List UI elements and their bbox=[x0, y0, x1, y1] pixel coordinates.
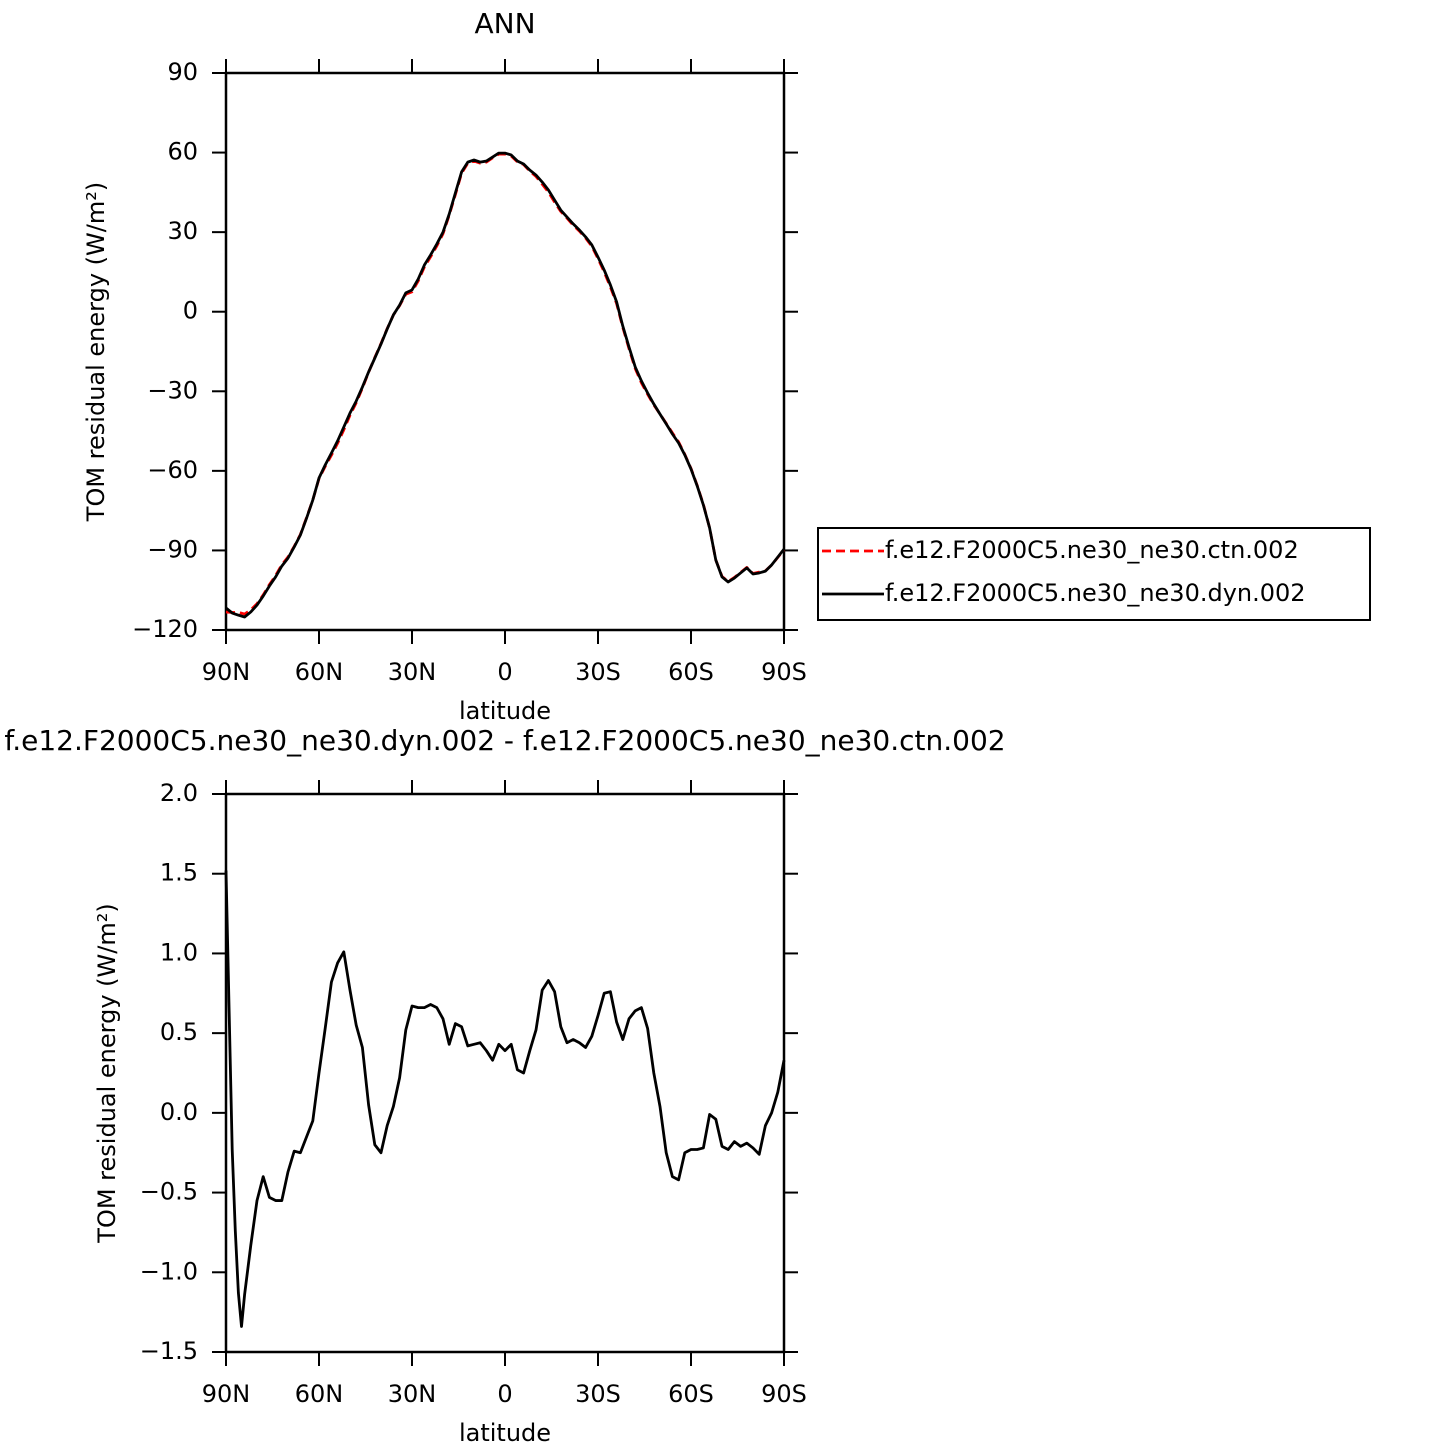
y-tick-label: 30 bbox=[167, 217, 198, 245]
y-tick-label: −1.5 bbox=[140, 1337, 198, 1365]
y-tick-label: 1.0 bbox=[160, 938, 198, 966]
x-tick-label: 60N bbox=[295, 1380, 344, 1408]
y-axis-label: TOM residual energy (W/m²) bbox=[82, 182, 110, 522]
y-tick-label: 0.0 bbox=[160, 1098, 198, 1126]
legend-box bbox=[817, 527, 1371, 621]
x-tick-label: 0 bbox=[497, 1380, 512, 1408]
x-tick-label: 90S bbox=[761, 1380, 807, 1408]
chart-title: ANN bbox=[474, 7, 535, 40]
x-tick-label: 90S bbox=[761, 658, 807, 686]
y-axis-label: TOM residual energy (W/m²) bbox=[93, 903, 121, 1243]
legend-label: f.e12.F2000C5.ne30_ne30.ctn.002 bbox=[885, 536, 1299, 564]
y-tick-label: 90 bbox=[167, 58, 198, 86]
y-tick-label: 2.0 bbox=[160, 779, 198, 807]
x-tick-label: 60S bbox=[668, 658, 714, 686]
y-tick-label: −0.5 bbox=[140, 1178, 198, 1206]
chart-title: f.e12.F2000C5.ne30_ne30.dyn.002 - f.e12.… bbox=[4, 724, 1005, 757]
data-line bbox=[225, 151, 786, 619]
y-tick-label: −1.0 bbox=[140, 1257, 198, 1285]
x-tick-label: 30S bbox=[575, 1380, 621, 1408]
x-tick-label: 30N bbox=[388, 658, 437, 686]
data-line bbox=[224, 870, 786, 1328]
data-line bbox=[225, 152, 786, 616]
x-tick-label: 30S bbox=[575, 658, 621, 686]
x-axis-label: latitude bbox=[459, 697, 551, 725]
x-tick-label: 60N bbox=[295, 658, 344, 686]
plot-frame bbox=[224, 71, 786, 632]
y-tick-label: −90 bbox=[147, 535, 198, 563]
plot-frame bbox=[224, 792, 786, 1354]
y-tick-label: −30 bbox=[147, 376, 198, 404]
x-tick-label: 30N bbox=[388, 1380, 437, 1408]
x-tick-label: 0 bbox=[497, 658, 512, 686]
x-tick-label: 90N bbox=[202, 658, 251, 686]
y-tick-label: 0.5 bbox=[160, 1018, 198, 1046]
x-axis-label: latitude bbox=[459, 1419, 551, 1447]
x-tick-label: 90N bbox=[202, 1380, 251, 1408]
y-tick-label: 1.5 bbox=[160, 859, 198, 887]
y-tick-label: −60 bbox=[147, 456, 198, 484]
legend-label: f.e12.F2000C5.ne30_ne30.dyn.002 bbox=[885, 579, 1306, 607]
y-tick-label: 60 bbox=[167, 138, 198, 166]
x-tick-label: 60S bbox=[668, 1380, 714, 1408]
y-tick-label: −120 bbox=[132, 615, 198, 643]
y-tick-label: 0 bbox=[183, 297, 198, 325]
